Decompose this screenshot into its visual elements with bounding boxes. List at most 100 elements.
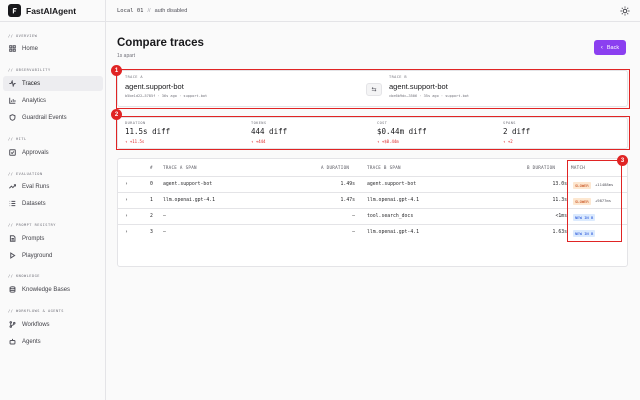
stat-spans-delta: ↑ +2	[503, 139, 513, 144]
sun-icon[interactable]	[620, 6, 630, 16]
brand[interactable]: FastAIAgent	[0, 0, 105, 22]
table-row[interactable]: › 3 — — llm.openai.gpt-4.1 1.63s NEW IN …	[118, 224, 627, 240]
sidebar-item-traces[interactable]: Traces	[3, 76, 103, 91]
sidebar-item-agents[interactable]: Agents	[3, 334, 103, 349]
stat-duration-delta: ↑ +11.5s	[125, 139, 145, 144]
row-a-span: agent.support-bot	[163, 182, 213, 187]
row-b-duration: 13.0s	[552, 182, 567, 187]
sidebar-item-label: Home	[22, 45, 39, 52]
sidebar-item-playground[interactable]: Playground	[3, 248, 103, 263]
topbar: Local 01 // auth disabled	[106, 0, 640, 22]
sidebar-item-label: Datasets	[22, 200, 46, 207]
col-trace-b-span: TRACE B SPAN	[367, 165, 401, 170]
stat-duration-label: DURATION	[125, 121, 146, 125]
sidebar-item-label: Eval Runs	[22, 183, 50, 190]
match-badge: SLOWER	[573, 198, 591, 205]
shield-icon	[9, 114, 16, 121]
row-b-span: agent.support-bot	[367, 182, 417, 187]
nav-section-knowledge: // KNOWLEDGE	[8, 274, 40, 278]
sidebar-item-label: Prompts	[22, 235, 45, 242]
sidebar-item-guardrail-events[interactable]: Guardrail Events	[3, 110, 103, 125]
breadcrumb-separator: //	[147, 7, 151, 14]
sidebar-item-workflows[interactable]: Workflows	[3, 317, 103, 332]
sidebar-item-analytics[interactable]: Analytics	[3, 93, 103, 108]
database-icon	[9, 286, 16, 293]
sidebar-item-home[interactable]: Home	[3, 41, 103, 56]
row-index: 1	[150, 198, 153, 203]
table-row[interactable]: › 2 — — tool.search_docs <1ms NEW IN B	[118, 208, 627, 224]
stat-cost-delta: ↑ +$0.44m	[377, 139, 399, 144]
back-button-label: Back	[606, 44, 620, 51]
sidebar-item-label: Analytics	[22, 97, 47, 104]
match-badge: SLOWER	[573, 182, 591, 189]
file-icon	[9, 235, 16, 242]
sidebar-item-label: Agents	[22, 338, 41, 345]
row-index: 3	[150, 230, 153, 235]
auth-status: auth disabled	[154, 7, 188, 14]
table-row[interactable]: › 0 agent.support-bot 1.49s agent.suppor…	[118, 176, 627, 192]
row-b-span: llm.openai.gpt-4.1	[367, 198, 419, 203]
activity-icon	[9, 80, 16, 87]
span-comparison-table: # TRACE A SPAN A DURATION TRACE B SPAN B…	[117, 158, 628, 267]
sidebar-item-approvals[interactable]: Approvals	[3, 145, 103, 160]
table-header: # TRACE A SPAN A DURATION TRACE B SPAN B…	[118, 159, 627, 173]
stat-tokens-delta: ↑ +444	[251, 139, 266, 144]
expand-chevron-icon[interactable]: ›	[125, 230, 128, 235]
trending-up-icon	[9, 184, 16, 189]
trace-a-label: TRACE A	[125, 75, 143, 79]
trace-a-meta: b5be1d22…5785f · 36s ago · support-bot	[125, 94, 208, 98]
annotation-badge: 3	[617, 155, 628, 166]
brand-logo-icon	[8, 4, 21, 17]
row-a-span: —	[163, 214, 166, 219]
nav-section-hitl: // HITL	[8, 137, 27, 141]
table-row[interactable]: › 1 llm.openai.gpt-4.1 1.47s llm.openai.…	[118, 192, 627, 208]
swap-icon: ⇆	[371, 87, 377, 93]
page-subtitle: 1s apart	[117, 53, 136, 59]
expand-chevron-icon[interactable]: ›	[125, 214, 128, 219]
swap-traces-button[interactable]: ⇆	[366, 83, 382, 96]
annotation-badge: 1	[111, 65, 122, 76]
sidebar-item-prompts[interactable]: Prompts	[3, 231, 103, 246]
sidebar-item-label: Traces	[22, 80, 41, 87]
row-a-span: llm.openai.gpt-4.1	[163, 198, 215, 203]
row-a-span: —	[163, 230, 166, 235]
expand-chevron-icon[interactable]: ›	[125, 198, 128, 203]
stat-tokens-label: TOKENS	[251, 121, 267, 125]
back-button[interactable]: ‹ Back	[594, 40, 626, 55]
row-a-duration: —	[352, 230, 355, 235]
row-index: 0	[150, 182, 153, 187]
play-icon	[10, 252, 16, 259]
col-index: #	[150, 165, 153, 170]
sidebar-item-label: Approvals	[22, 149, 49, 156]
col-b-duration: B DURATION	[527, 165, 556, 170]
nav-section-evaluation: // EVALUATION	[8, 172, 43, 176]
match-badge: NEW IN B	[573, 214, 596, 221]
duration-delta: +9877ms	[595, 198, 612, 203]
row-b-duration: <1ms	[555, 214, 567, 219]
sidebar-item-label: Workflows	[22, 321, 50, 328]
diff-stats-card: DURATION 11.5s diff ↑ +11.5s TOKENS 444 …	[117, 117, 628, 149]
row-a-duration: 1.49s	[340, 182, 355, 187]
stat-cost-value: $0.44m diff	[377, 127, 427, 136]
row-b-span: tool.search_docs	[367, 214, 414, 219]
sidebar-item-knowledge-bases[interactable]: Knowledge Bases	[3, 282, 103, 297]
sidebar-item-eval-runs[interactable]: Eval Runs	[3, 179, 103, 194]
nav-section-prompt-registry: // PROMPT REGISTRY	[8, 223, 56, 227]
row-b-span: llm.openai.gpt-4.1	[367, 230, 419, 235]
trace-b-label: TRACE B	[389, 75, 407, 79]
col-a-duration: A DURATION	[321, 165, 350, 170]
environment-label: Local 01	[117, 7, 144, 14]
nav-section-overview: // OVERVIEW	[8, 34, 38, 38]
grid-icon	[9, 45, 16, 52]
sidebar-item-label: Playground	[22, 252, 53, 259]
annotation-badge: 2	[111, 109, 122, 120]
col-trace-a-span: TRACE A SPAN	[163, 165, 197, 170]
stat-tokens-value: 444 diff	[251, 127, 288, 136]
row-b-duration: 1.63s	[552, 230, 567, 235]
stat-cost-label: COST	[377, 121, 388, 125]
expand-chevron-icon[interactable]: ›	[125, 182, 128, 187]
sidebar-item-datasets[interactable]: Datasets	[3, 196, 103, 211]
chevron-left-icon: ‹	[600, 44, 603, 51]
sidebar-item-label: Guardrail Events	[22, 114, 67, 121]
stat-spans-label: SPANS	[503, 121, 516, 125]
